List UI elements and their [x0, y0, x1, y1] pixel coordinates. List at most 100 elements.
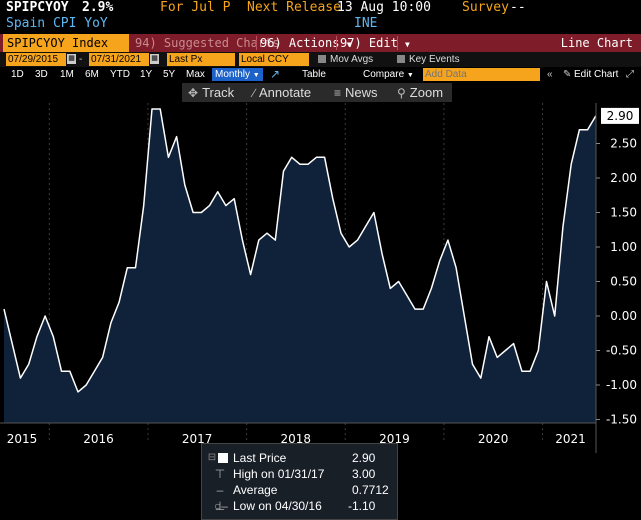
series-swatch	[218, 453, 228, 463]
annotate-tool[interactable]: ∕ Annotate	[253, 84, 311, 101]
compare-menu[interactable]: Compare ▼	[363, 68, 414, 81]
crosshair-icon: ✥	[188, 86, 199, 100]
legend-row-average: –○– Average 0.7712	[202, 482, 397, 513]
chart-settings-bar: 07/29/2015 ▦ - 07/31/2021 ▦ Last Px Loca…	[0, 52, 641, 67]
annotate-icon: ∕	[253, 86, 256, 100]
y-tick-label: -1.00	[606, 378, 637, 392]
calendar-icon[interactable]: ▦	[150, 54, 159, 64]
legend-high-value: 3.00	[352, 467, 376, 481]
divider	[397, 36, 398, 50]
x-tick-label: 2021	[555, 432, 586, 446]
y-tick-label: 2.00	[610, 171, 637, 185]
series-area	[4, 109, 596, 423]
period-label: For Jul P	[160, 0, 231, 15]
add-data-wrapper	[423, 68, 540, 81]
series-layer	[3, 108, 597, 423]
edit-menu[interactable]: 97) Edit ▼	[338, 34, 410, 52]
period-button-6m[interactable]: 6M	[85, 69, 99, 80]
compare-label: Compare	[363, 69, 405, 80]
divider	[336, 36, 337, 50]
calendar-icon[interactable]: ▦	[67, 54, 76, 64]
low-marker-icon: ⊥	[214, 499, 226, 513]
legend-row-high: ⊤ High on 01/31/17 3.00	[202, 466, 397, 482]
y-tick-label: 0.50	[610, 275, 637, 289]
period-bar: 1D 3D 1M 6M YTD 1Y 5Y Max Monthly ▼ ↗ Ta…	[0, 67, 641, 82]
x-tick-label: 2015	[7, 432, 38, 446]
zoom-tool[interactable]: ⚲ Zoom	[397, 84, 443, 101]
legend-row-last-price: ⊟ Last Price 2.90	[202, 450, 397, 466]
last-value: 2.9%	[82, 0, 114, 15]
add-data-input[interactable]	[423, 68, 540, 81]
chart-type-label: Line Chart	[560, 36, 633, 50]
magnifier-icon: ⚲	[397, 86, 406, 100]
security-field[interactable]: SPIPCYOY Index	[3, 34, 129, 52]
pencil-icon: ✎	[563, 69, 572, 80]
next-release-label: Next Release	[247, 0, 341, 15]
y-tick-label: 1.00	[610, 240, 637, 254]
legend-low-label: Low on 04/30/16	[233, 499, 322, 513]
last-value-marker	[601, 107, 639, 124]
edit-chart-button[interactable]: Edit Chart	[574, 69, 619, 80]
x-tick-label: 2018	[281, 432, 312, 446]
price-field-select[interactable]: Last Px	[167, 53, 235, 66]
axis-layer: 2.50 2.00 1.50 1.00 0.50 0.00 -0.50 -1.00 -1.50 2…	[0, 103, 639, 453]
period-button-1m[interactable]: 1M	[60, 69, 74, 80]
table-button[interactable]: Table	[302, 69, 326, 80]
ticker-label: SPIPCYOY	[6, 0, 69, 15]
data-source-label: INE	[354, 16, 378, 31]
actions-label: 96) Actions	[260, 36, 340, 50]
period-button-5y[interactable]: 5Y	[163, 69, 176, 80]
divider	[256, 36, 257, 50]
legend-last-price-value: 2.90	[352, 451, 376, 465]
period-button-1d[interactable]: 1D	[11, 69, 24, 80]
news-tool[interactable]: ≡ News	[334, 84, 378, 101]
key-events-label: Key Events	[409, 54, 460, 65]
period-button-max[interactable]: Max	[186, 69, 205, 80]
high-marker-icon: ⊤	[214, 467, 226, 481]
legend-average-label: Average	[233, 483, 278, 497]
mov-avgs-checkbox[interactable]	[318, 55, 326, 63]
period-button-ytd[interactable]: YTD	[110, 69, 130, 80]
legend-average-value: 0.7712	[352, 483, 389, 497]
suggested-charts-button[interactable]: 94) Suggested Charts	[135, 36, 280, 50]
start-date-field[interactable]: 07/29/2015	[6, 53, 66, 66]
edit-label: 97) Edit	[340, 36, 398, 50]
period-button-3d[interactable]: 3D	[35, 69, 48, 80]
end-date-field[interactable]: 07/31/2021	[89, 53, 149, 66]
next-release-value: 13 Aug 10:00	[337, 0, 431, 15]
mov-avgs-label: Mov Avgs	[330, 54, 374, 65]
chart-legend: ⊟ Last Price 2.90 ⊤ High on 01/31/17 3.0…	[201, 443, 398, 520]
legend-minus-icon[interactable]: ⊟	[207, 452, 217, 463]
actions-menu[interactable]: 96) Actions ▼	[258, 34, 352, 52]
news-label: News	[345, 85, 378, 100]
x-tick-label: 2017	[182, 432, 213, 446]
currency-select[interactable]: Local CCY	[239, 53, 309, 66]
command-bar: SPIPCYOY Index 94) Suggested Charts 96) …	[0, 34, 641, 52]
security-description: Spain CPI YoY	[6, 16, 108, 31]
y-tick-label: 2.50	[610, 137, 637, 151]
x-tick-label: 2020	[478, 432, 509, 446]
news-icon: ≡	[334, 86, 342, 100]
chart-area[interactable]: 2.50 2.00 1.50 1.00 0.50 0.00 -0.50 -1.00 -1.50 2…	[0, 103, 641, 520]
track-label: Track	[202, 85, 235, 100]
chart-tools-bar: ✥ Track ∕ Annotate ≡ News ⚲ Zoom	[0, 83, 641, 102]
collapse-icon[interactable]: «	[547, 69, 553, 80]
chevron-down-icon: ▼	[406, 72, 414, 79]
y-tick-label: -1.50	[606, 413, 637, 427]
y-tick-label: 0.00	[610, 309, 637, 323]
annotate-label: Annotate	[259, 85, 312, 100]
y-tick-label: 1.50	[610, 206, 637, 220]
frequency-select[interactable]: Monthly ▼	[212, 68, 263, 81]
period-button-1y[interactable]: 1Y	[140, 69, 153, 80]
track-tool[interactable]: ✥ Track	[188, 84, 234, 101]
x-tick-label: 2016	[83, 432, 114, 446]
chevron-down-icon: ▼	[346, 40, 352, 49]
legend-last-price-label: Last Price	[233, 451, 287, 465]
price-chart[interactable]: 2.50 2.00 1.50 1.00 0.50 0.00 -0.50 -1.00 -1.50 2…	[0, 103, 641, 453]
chevron-down-icon: ▼	[252, 72, 260, 79]
line-chart-icon[interactable]: ↗	[270, 67, 281, 81]
survey-value: --	[510, 0, 526, 15]
legend-row-low: ⊥ Low on 04/30/16 -1.10	[202, 498, 397, 514]
key-events-checkbox[interactable]	[397, 55, 405, 63]
expand-icon[interactable]: ⤢	[626, 69, 634, 80]
